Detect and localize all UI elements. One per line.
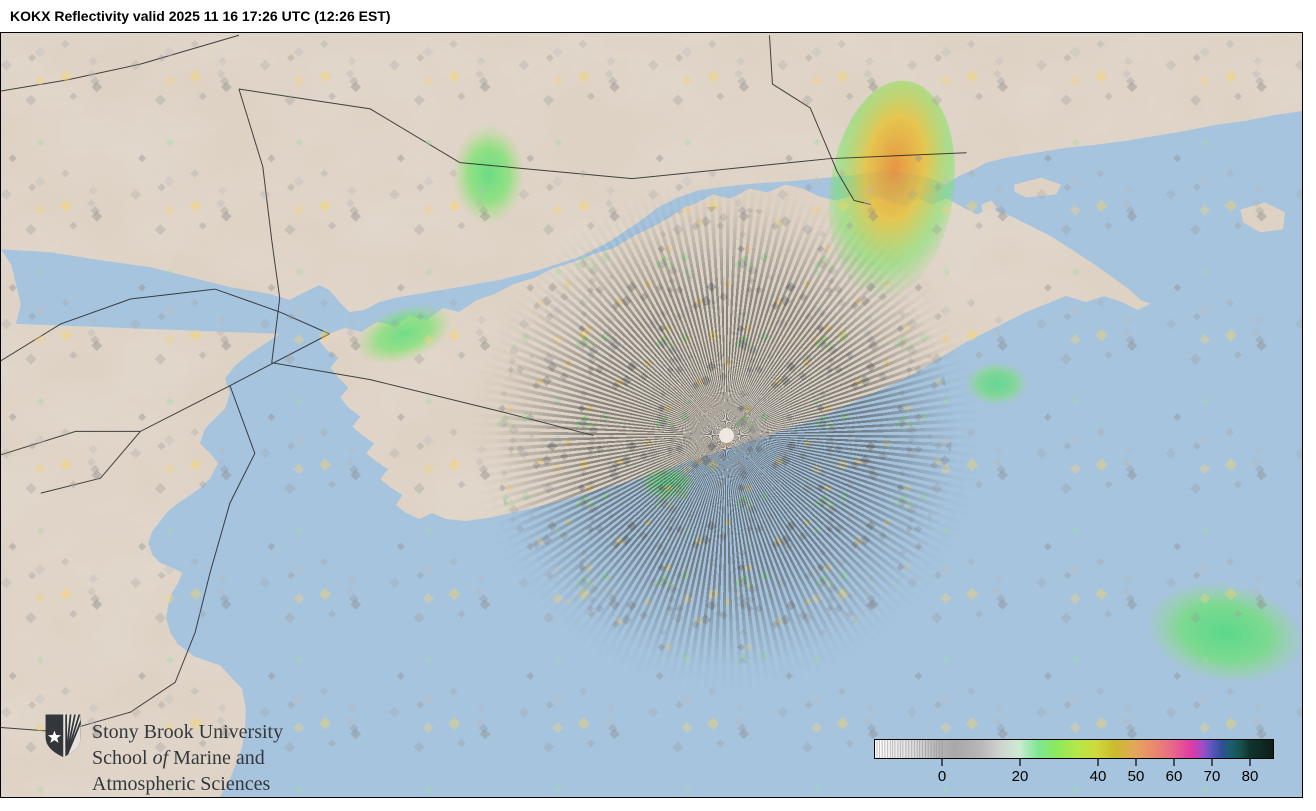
svg-text:70: 70 [1204, 768, 1221, 785]
svg-text:40: 40 [1090, 768, 1107, 785]
svg-text:50: 50 [1128, 768, 1145, 785]
svg-text:60: 60 [1166, 768, 1183, 785]
svg-text:20: 20 [1012, 768, 1029, 785]
svg-text:80: 80 [1242, 768, 1259, 785]
svg-text:0: 0 [938, 768, 946, 785]
